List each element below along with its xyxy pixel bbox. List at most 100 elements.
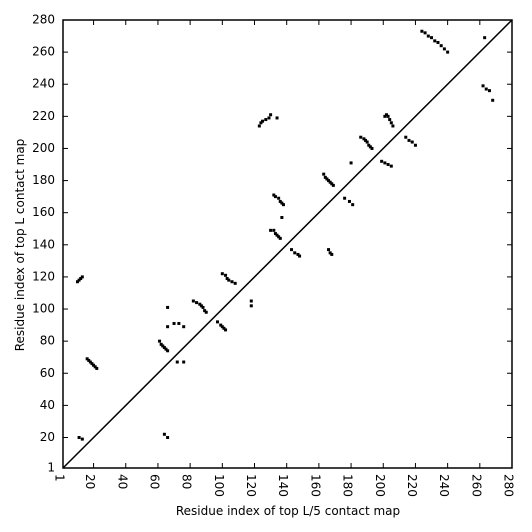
contact bbox=[275, 116, 279, 120]
y-tick-label: 160 bbox=[32, 205, 55, 219]
contact bbox=[367, 143, 371, 147]
contact bbox=[384, 113, 388, 117]
contact bbox=[293, 251, 297, 255]
contact bbox=[90, 362, 94, 366]
contact bbox=[365, 140, 369, 144]
contact bbox=[87, 358, 91, 362]
x-tick-label: 40 bbox=[115, 474, 129, 489]
contact bbox=[420, 29, 424, 33]
contact bbox=[159, 342, 163, 346]
contact bbox=[404, 135, 408, 139]
contact bbox=[343, 196, 347, 200]
contact bbox=[328, 251, 332, 255]
y-tick-label: 280 bbox=[32, 13, 55, 27]
x-tick-label: 80 bbox=[180, 474, 194, 489]
contact bbox=[442, 47, 446, 51]
contact bbox=[278, 236, 282, 240]
y-tick-label: 60 bbox=[40, 366, 55, 380]
contact bbox=[426, 34, 430, 38]
y-tick-label: 80 bbox=[40, 334, 55, 348]
contact bbox=[272, 228, 276, 232]
y-tick-label: 260 bbox=[32, 45, 55, 59]
contact bbox=[222, 326, 226, 330]
contact bbox=[166, 349, 170, 353]
contact bbox=[364, 138, 368, 142]
contact bbox=[298, 254, 302, 258]
contact bbox=[391, 124, 395, 128]
x-tick-label: 280 bbox=[502, 474, 516, 497]
contact bbox=[370, 146, 374, 150]
contact bbox=[351, 203, 355, 207]
contact bbox=[410, 140, 414, 144]
y-tick-label: 240 bbox=[32, 77, 55, 91]
contact bbox=[175, 360, 179, 364]
contact bbox=[249, 304, 253, 308]
contact bbox=[172, 321, 176, 325]
contact bbox=[77, 435, 81, 439]
contact bbox=[166, 435, 170, 439]
contact bbox=[275, 233, 279, 237]
y-tick-label: 100 bbox=[32, 302, 55, 316]
contact bbox=[413, 143, 417, 147]
contact bbox=[158, 339, 162, 343]
x-tick-label: 140 bbox=[276, 474, 290, 497]
x-axis-label: Residue index of top L/5 contact map bbox=[176, 504, 400, 518]
contact bbox=[359, 135, 363, 139]
contact bbox=[195, 301, 199, 305]
x-tick-label: 120 bbox=[244, 474, 258, 497]
y-tick-label: 180 bbox=[32, 173, 55, 187]
x-tick-label: 200 bbox=[373, 474, 387, 497]
contact bbox=[203, 309, 207, 313]
contact bbox=[230, 280, 234, 284]
contact bbox=[483, 36, 487, 40]
contact bbox=[220, 325, 224, 329]
contact bbox=[272, 193, 276, 197]
x-tick-label: 180 bbox=[341, 474, 355, 497]
contact bbox=[323, 175, 327, 179]
contact bbox=[389, 121, 393, 125]
contact bbox=[92, 363, 96, 367]
contact bbox=[273, 232, 277, 236]
contact bbox=[249, 299, 253, 303]
contact bbox=[162, 346, 166, 350]
y-tick-label: 1 bbox=[47, 461, 55, 475]
contact bbox=[439, 44, 443, 48]
contact bbox=[330, 182, 334, 186]
y-tick-label: 220 bbox=[32, 109, 55, 123]
y-tick-label: 120 bbox=[32, 269, 55, 283]
contact bbox=[219, 323, 223, 327]
contact bbox=[273, 195, 277, 199]
contact bbox=[164, 347, 168, 351]
contact bbox=[290, 248, 294, 252]
contact bbox=[80, 275, 84, 279]
x-tick-label: 160 bbox=[308, 474, 322, 497]
contact bbox=[430, 36, 434, 40]
contact bbox=[446, 50, 450, 54]
contact bbox=[233, 281, 237, 285]
contact bbox=[201, 305, 205, 309]
contact bbox=[388, 118, 392, 122]
contact bbox=[225, 277, 229, 281]
contact bbox=[362, 137, 366, 141]
contact bbox=[487, 89, 491, 93]
contact bbox=[327, 179, 331, 183]
contact bbox=[368, 145, 372, 149]
contact bbox=[433, 39, 437, 43]
x-tick-label: 260 bbox=[469, 474, 483, 497]
contact bbox=[177, 321, 181, 325]
x-tick-label: 1 bbox=[53, 474, 67, 482]
contact bbox=[484, 87, 488, 91]
contact bbox=[407, 138, 411, 142]
contact bbox=[88, 360, 92, 364]
contact bbox=[264, 118, 268, 122]
contact bbox=[386, 114, 390, 118]
diagonal bbox=[62, 19, 513, 469]
contact bbox=[224, 273, 228, 277]
contact bbox=[162, 432, 166, 436]
contact bbox=[269, 228, 273, 232]
contact bbox=[198, 302, 202, 306]
x-tick-label: 60 bbox=[147, 474, 161, 489]
x-tick-label: 240 bbox=[437, 474, 451, 497]
y-tick-label: 140 bbox=[32, 237, 55, 251]
